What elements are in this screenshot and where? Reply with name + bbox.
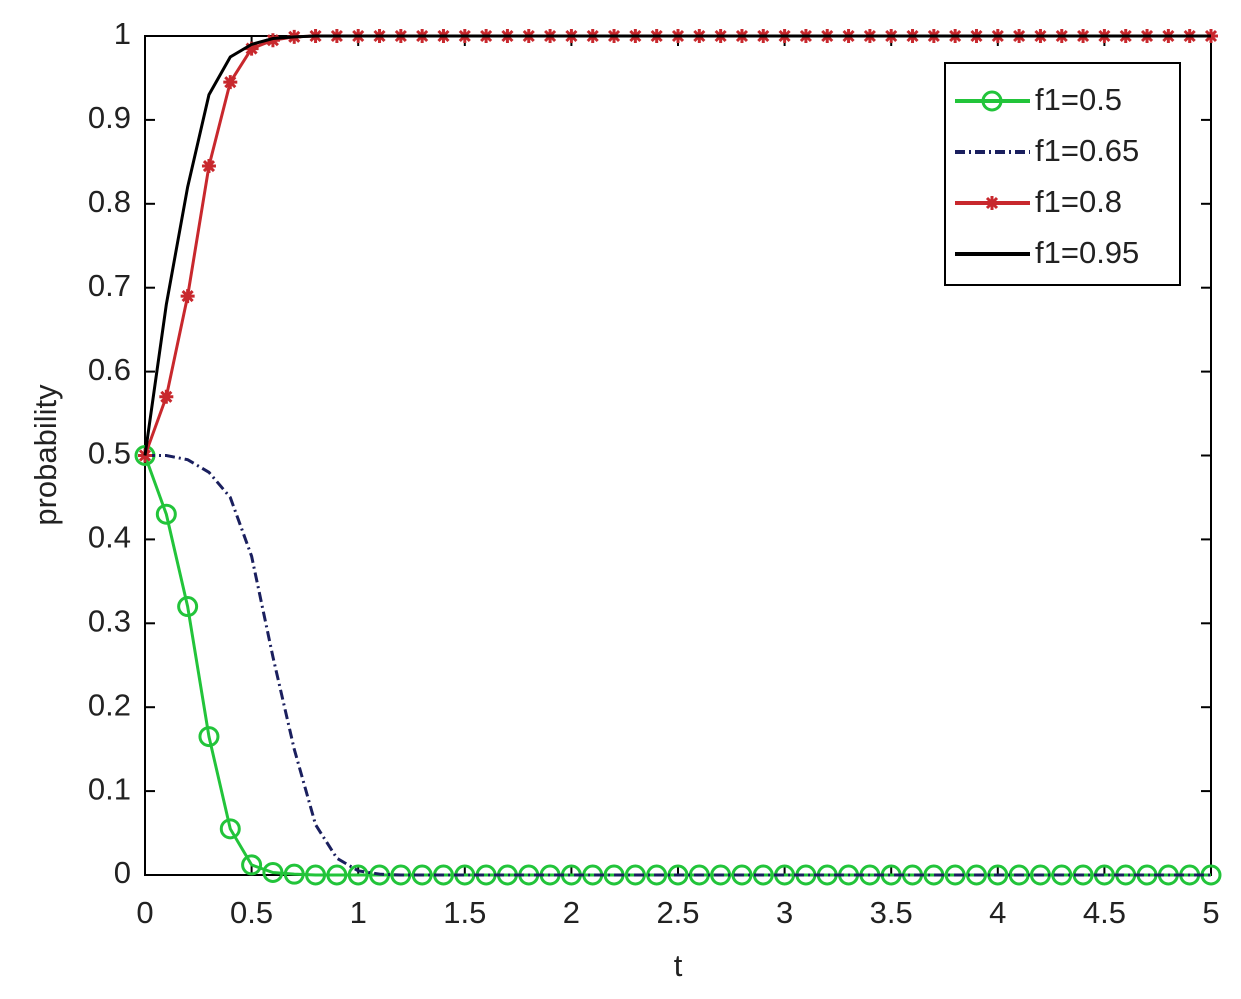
marker — [347, 864, 369, 886]
y-tick-label: 0.7 — [88, 268, 131, 303]
x-tick-label: 1 — [350, 895, 367, 930]
marker — [262, 861, 284, 883]
y-tick-label: 0.1 — [88, 771, 131, 806]
marker — [731, 864, 753, 886]
legend-marker — [985, 196, 999, 210]
y-tick-label: 0.6 — [88, 352, 131, 387]
marker — [241, 854, 263, 876]
marker — [411, 864, 433, 886]
marker — [265, 33, 280, 48]
x-tick-label: 4.5 — [1083, 895, 1126, 930]
marker — [646, 864, 668, 886]
y-tick-label: 0.3 — [88, 603, 131, 638]
legend-label: f1=0.5 — [1035, 82, 1122, 117]
marker — [305, 864, 327, 886]
x-tick-label: 3.5 — [870, 895, 913, 930]
x-tick-label: 1.5 — [443, 895, 486, 930]
marker — [283, 863, 305, 885]
marker — [326, 864, 348, 886]
y-tick-label: 0.4 — [88, 520, 131, 555]
x-tick-label: 4 — [989, 895, 1006, 930]
x-tick-label: 3 — [776, 895, 793, 930]
legend-label: f1=0.8 — [1035, 184, 1122, 219]
series-line — [143, 34, 1211, 456]
marker — [1051, 864, 1073, 886]
y-tick-label: 0.5 — [88, 436, 131, 471]
marker — [965, 864, 987, 886]
y-axis-label: probability — [28, 384, 63, 526]
y-tick-label: 0.2 — [88, 687, 131, 722]
marker — [177, 596, 199, 618]
y-tick-label: 0.9 — [88, 100, 131, 135]
x-tick-label: 5 — [1202, 895, 1219, 930]
y-tick-label: 0 — [114, 855, 131, 890]
marker — [219, 818, 241, 840]
marker — [159, 389, 174, 404]
x-tick-label: 0.5 — [230, 895, 273, 930]
legend-marker — [981, 90, 1003, 112]
y-tick-label: 1 — [114, 16, 131, 51]
legend-label: f1=0.65 — [1035, 133, 1139, 168]
marker — [944, 864, 966, 886]
legend-label: f1=0.95 — [1035, 235, 1139, 270]
marker — [244, 41, 259, 56]
x-tick-label: 2.5 — [656, 895, 699, 930]
marker — [155, 503, 177, 525]
marker — [180, 289, 195, 304]
y-tick-label: 0.8 — [88, 184, 131, 219]
marker — [198, 726, 220, 748]
x-tick-label: 2 — [563, 895, 580, 930]
marker — [201, 159, 216, 174]
marker — [624, 864, 646, 886]
x-tick-label: 0 — [136, 895, 153, 930]
x-axis-label: t — [674, 948, 683, 983]
marker — [223, 75, 238, 90]
series-line — [145, 454, 1211, 877]
